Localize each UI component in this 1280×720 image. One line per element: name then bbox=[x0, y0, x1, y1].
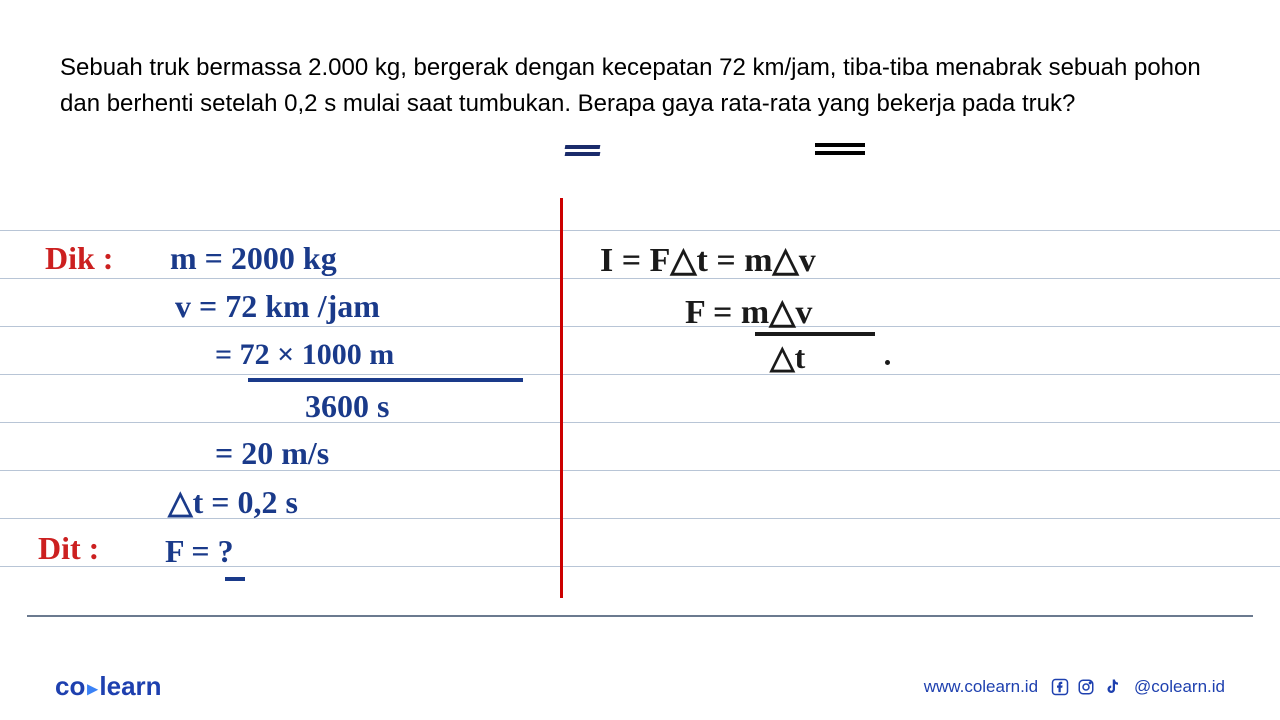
logo-co: co bbox=[55, 671, 85, 701]
conversion-numerator: = 72 × 1000 m bbox=[215, 338, 394, 372]
logo-learn: learn bbox=[99, 671, 161, 701]
mass-value: m = 2000 kg bbox=[170, 240, 337, 277]
period-dot bbox=[885, 360, 890, 365]
velocity-result: = 20 m/s bbox=[215, 435, 329, 472]
instagram-icon bbox=[1076, 677, 1096, 697]
fraction-line-1 bbox=[248, 378, 523, 382]
dit-label: Dit : bbox=[38, 530, 99, 567]
notebook-bottom-line bbox=[27, 615, 1253, 617]
facebook-icon bbox=[1050, 677, 1070, 697]
vertical-divider bbox=[560, 198, 563, 598]
footer-right: www.colearn.id @colearn.id bbox=[924, 677, 1225, 697]
delta-t-value: △t = 0,2 s bbox=[168, 483, 298, 521]
impulse-equation: I = F△t = m△v bbox=[600, 240, 816, 280]
social-icons bbox=[1050, 677, 1122, 697]
website-url: www.colearn.id bbox=[924, 677, 1038, 697]
f-underline bbox=[225, 577, 245, 581]
logo-separator: ▸ bbox=[85, 678, 99, 700]
tiktok-icon bbox=[1102, 677, 1122, 697]
social-handle: @colearn.id bbox=[1134, 677, 1225, 697]
annotation-underline-2 bbox=[815, 143, 865, 155]
force-formula: F = m△v bbox=[685, 292, 812, 332]
fraction-line-2 bbox=[755, 332, 875, 336]
logo: co▸learn bbox=[55, 671, 162, 702]
f-question: F = ? bbox=[165, 533, 234, 570]
conversion-denominator: 3600 s bbox=[305, 388, 389, 425]
dik-label: Dik : bbox=[45, 240, 113, 277]
footer: co▸learn www.colearn.id @colearn.id bbox=[0, 671, 1280, 702]
velocity-value: v = 72 km /jam bbox=[175, 288, 380, 325]
annotation-underline-1 bbox=[565, 145, 600, 156]
delta-t-denominator: △t bbox=[770, 338, 805, 376]
question-text: Sebuah truk bermassa 2.000 kg, bergerak … bbox=[60, 50, 1220, 122]
question-area: Sebuah truk bermassa 2.000 kg, bergerak … bbox=[0, 0, 1280, 142]
